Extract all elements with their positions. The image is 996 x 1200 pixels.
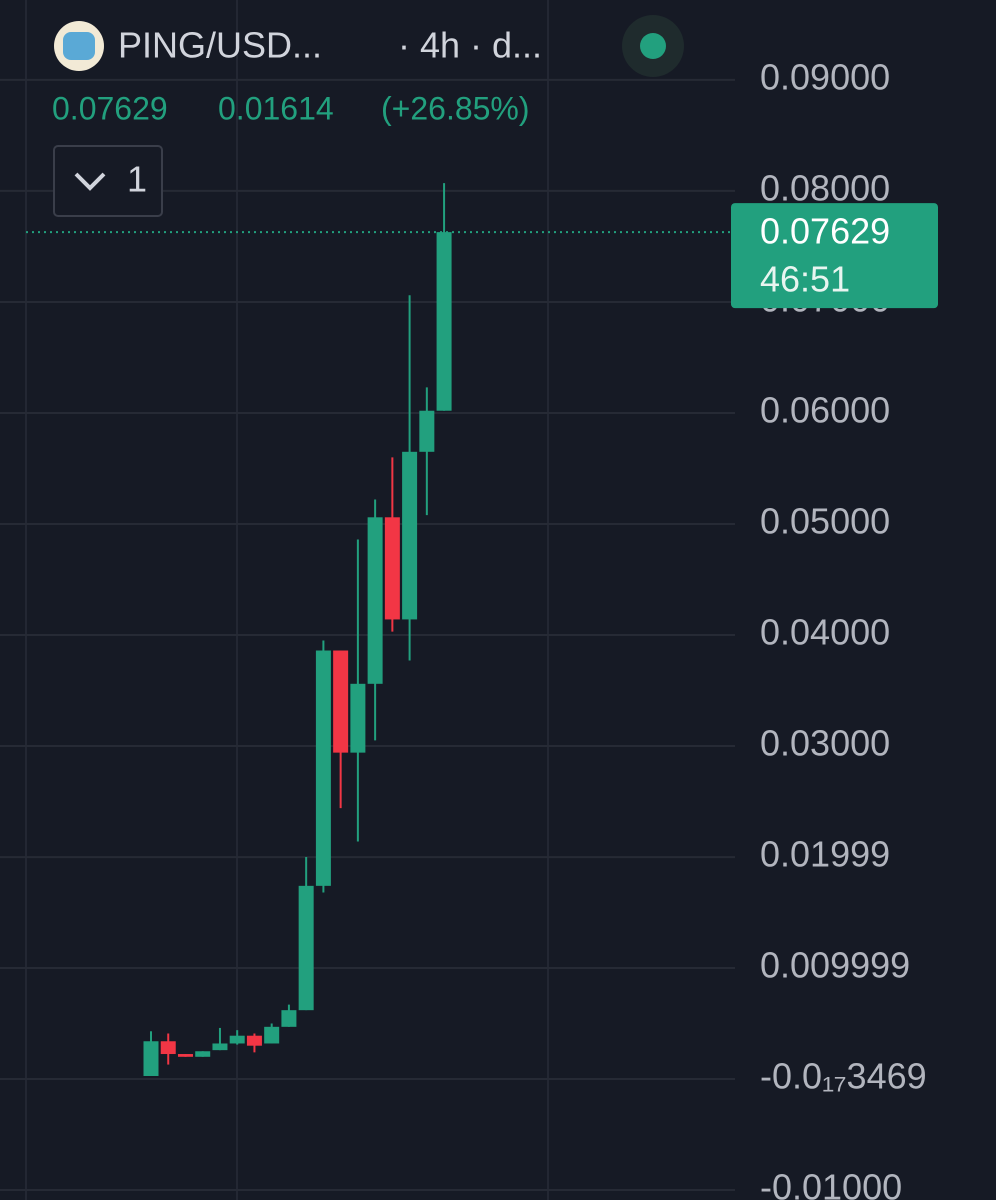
candle-body: [402, 451, 418, 620]
candle-body: [195, 1051, 211, 1057]
candle-body: [384, 517, 400, 620]
y-tick-label: -0.0₁₇3469: [760, 1056, 927, 1097]
candle-body: [212, 1043, 228, 1051]
y-tick-label: 0.009999: [760, 945, 910, 986]
candle-body: [143, 1041, 159, 1077]
y-tick-label: 0.09000: [760, 56, 890, 97]
y-tick-label: 0.01999: [760, 834, 890, 875]
candle-body: [177, 1054, 193, 1057]
price-tag-bg: [731, 203, 938, 309]
candle-body: [281, 1010, 297, 1027]
candle-body: [333, 650, 349, 753]
chevron: [74, 172, 106, 191]
symbol-icon-face: [63, 32, 95, 60]
symbol[interactable]: PING/USD...: [118, 25, 322, 66]
y-tick-label: 0.06000: [760, 389, 890, 430]
indicator-toggle[interactable]: [53, 145, 163, 217]
candle-body: [315, 650, 331, 886]
candle-body: [229, 1035, 245, 1044]
price-tag: 0.07629 46:51: [731, 203, 938, 309]
candle-body: [246, 1035, 262, 1046]
status-dot: [640, 33, 666, 59]
candle-body: [350, 683, 366, 753]
indicator-count: 1: [127, 159, 147, 200]
change: 0.01614: [218, 90, 334, 126]
candle-body: [367, 517, 383, 684]
change-pct: (+26.85%): [381, 90, 530, 126]
y-tick-label: 0.08000: [760, 167, 890, 208]
candle-body: [436, 232, 452, 411]
y-tick-label: 0.04000: [760, 611, 890, 652]
countdown: 46:51: [760, 259, 850, 300]
candle-body: [160, 1041, 176, 1055]
candle-body: [298, 885, 314, 1011]
y-tick-label: 0.03000: [760, 722, 890, 763]
y-tick-label: -0.01000: [760, 1167, 902, 1200]
interval[interactable]: · 4h · d...: [398, 25, 542, 66]
price: 0.07629: [52, 90, 168, 126]
y-tick-label: 0.05000: [760, 500, 890, 541]
price-tag-label: 0.07629: [760, 211, 890, 252]
candle-body: [419, 410, 435, 452]
header: PING/USD... · 4h · d... 0.07629 0.01614 …: [52, 15, 684, 217]
candle-body: [264, 1026, 280, 1044]
